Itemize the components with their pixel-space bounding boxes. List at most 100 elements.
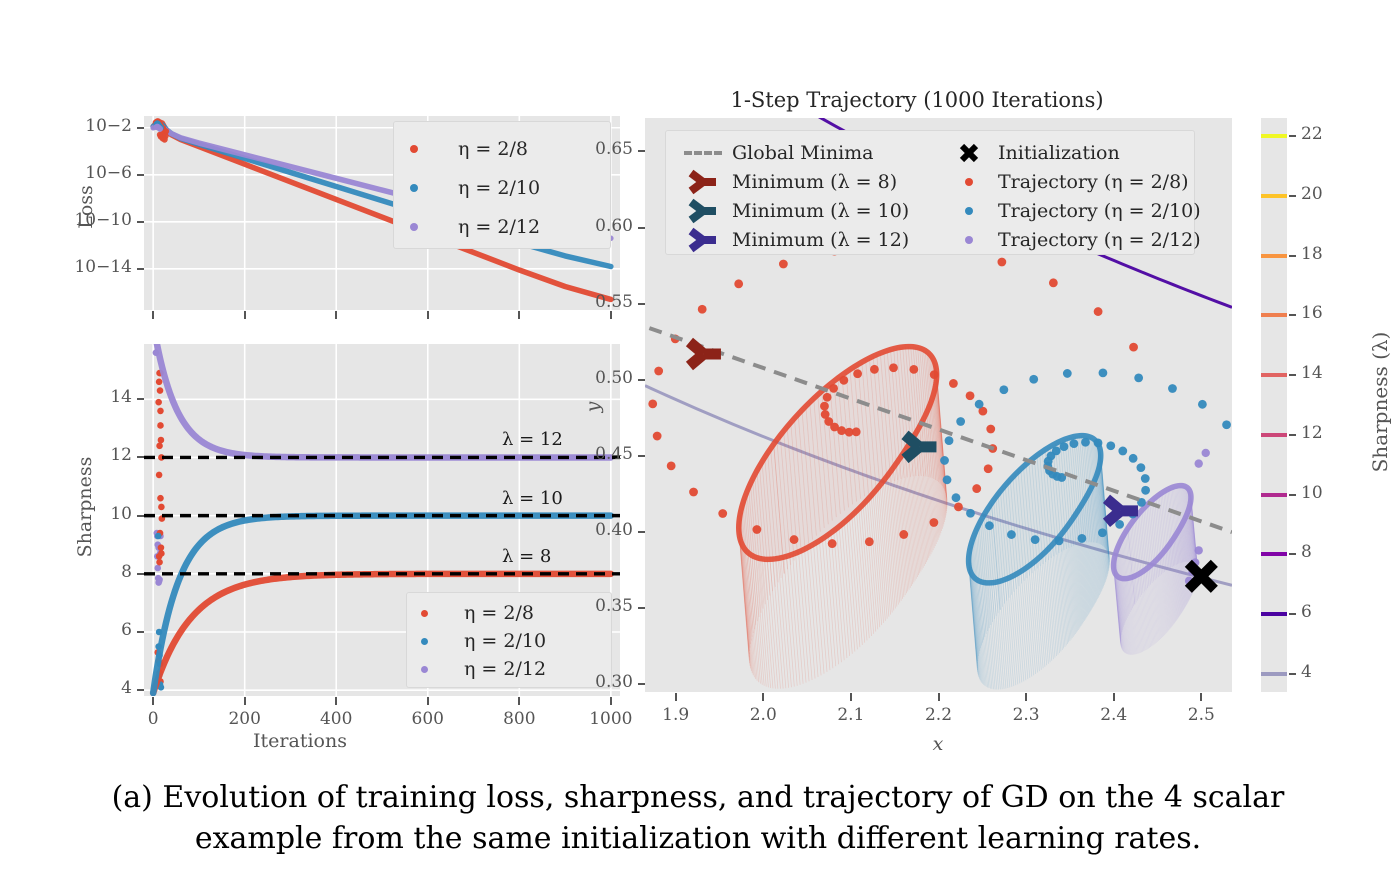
sharpness-y-tick-label: 12 bbox=[110, 445, 132, 466]
trajectory-x-tick-label: 2.4 bbox=[1100, 705, 1128, 725]
dot-icon bbox=[965, 177, 973, 186]
colorbar-tick-mark bbox=[1289, 134, 1296, 137]
colorbar-tick-mark bbox=[1289, 553, 1296, 556]
colorbar-level-line bbox=[1261, 492, 1287, 497]
trajectory-plot-title: 1-Step Trajectory (1000 Iterations) bbox=[730, 88, 1104, 112]
trajectory-legend-item: Trajectory (η = 2/10) bbox=[946, 197, 1201, 224]
trajectory-y-tick-mark bbox=[638, 150, 645, 153]
loss-x-tick-mark bbox=[426, 311, 429, 319]
loss-x-tick-mark bbox=[609, 311, 612, 319]
sharpness-legend-marker bbox=[421, 609, 428, 617]
sharpness-x-tick-label: 400 bbox=[319, 709, 353, 729]
sharpness-x-tick-mark bbox=[609, 697, 612, 705]
loss-plot-legend: η = 2/8 η = 2/10 η = 2/12 bbox=[393, 121, 611, 249]
trajectory-x-tick-label: 2.0 bbox=[749, 705, 777, 725]
trajectory-legend-item: Initialization bbox=[946, 139, 1120, 166]
sharpness-y-tick-label: 6 bbox=[121, 620, 132, 640]
dot-icon bbox=[965, 206, 973, 215]
trajectory-plot-legend: Global Minima Minimum (λ = 8) Minimum (λ =… bbox=[665, 130, 1201, 255]
trajectory-legend-marker bbox=[946, 206, 992, 215]
sharpness-y-tick-mark bbox=[137, 456, 144, 459]
loss-legend-marker bbox=[410, 223, 418, 231]
sharpness-x-tick-label: 1000 bbox=[589, 709, 633, 729]
trajectory-legend-label: Trajectory (η = 2/10) bbox=[998, 199, 1201, 222]
sharpness-y-tick-mark bbox=[137, 631, 144, 633]
dashed-line-icon bbox=[684, 150, 722, 155]
trajectory-y-tick-label: 0.65 bbox=[595, 139, 633, 160]
trajectory-y-tick-label: 0.55 bbox=[595, 291, 633, 312]
sharpness-legend-item: η = 2/8 bbox=[421, 600, 534, 626]
sharpness-legend-label: η = 2/10 bbox=[464, 630, 547, 652]
loss-y-axis-title: Loss bbox=[75, 185, 97, 229]
tri-left-icon bbox=[688, 198, 716, 223]
colorbar-tick-label: 8 bbox=[1301, 542, 1312, 563]
loss-legend-marker bbox=[410, 145, 418, 153]
colorbar-level-line bbox=[1261, 373, 1287, 378]
sharpness-x-axis-title: Iterations bbox=[253, 730, 347, 752]
colorbar-tick-label: 20 bbox=[1301, 183, 1323, 204]
colorbar-tick-mark bbox=[1289, 254, 1296, 257]
trajectory-legend-label: Minimum (λ = 10) bbox=[732, 199, 910, 222]
trajectory-x-tick-mark bbox=[762, 693, 765, 701]
lambda-line-label: λ = 10 bbox=[502, 487, 563, 509]
colorbar-tick-mark bbox=[1289, 493, 1296, 496]
trajectory-y-tick-label: 0.60 bbox=[595, 215, 633, 236]
sharpness-x-tick-mark bbox=[518, 697, 521, 705]
figure-caption-line2: example from the same initialization wit… bbox=[194, 821, 1202, 856]
trajectory-x-tick-mark bbox=[1200, 693, 1203, 701]
sharpness-legend-item: η = 2/12 bbox=[421, 656, 546, 682]
trajectory-y-tick-mark bbox=[638, 302, 645, 305]
loss-y-tick-mark bbox=[137, 126, 144, 129]
loss-legend-label: η = 2/12 bbox=[458, 216, 541, 238]
colorbar-tick-label: 4 bbox=[1301, 662, 1312, 683]
loss-legend-marker bbox=[410, 184, 418, 192]
loss-legend-item: η = 2/8 bbox=[410, 132, 528, 166]
sharpness-x-tick-mark bbox=[243, 697, 246, 705]
loss-y-tick-mark bbox=[137, 220, 144, 223]
trajectory-y-tick-mark bbox=[638, 455, 645, 457]
colorbar-level-line bbox=[1261, 672, 1287, 677]
trajectory-y-tick-label: 0.40 bbox=[595, 520, 633, 541]
sharpness-y-tick-label: 10 bbox=[110, 503, 132, 524]
trajectory-x-tick-mark bbox=[849, 693, 852, 701]
loss-y-tick-label: 10−2 bbox=[85, 115, 132, 136]
sharpness-y-tick-mark bbox=[137, 689, 144, 692]
sharpness-plot-canvas bbox=[144, 344, 620, 696]
trajectory-legend-label: Initialization bbox=[998, 141, 1120, 164]
sharpness-y-tick-mark bbox=[137, 514, 144, 517]
trajectory-legend-item: Trajectory (η = 2/12) bbox=[946, 226, 1201, 253]
colorbar-tick-label: 18 bbox=[1301, 243, 1323, 264]
colorbar-level-line bbox=[1261, 313, 1287, 318]
sharpness-x-tick-label: 200 bbox=[228, 709, 261, 729]
loss-legend-item: η = 2/10 bbox=[410, 171, 540, 205]
trajectory-y-tick-mark bbox=[638, 378, 645, 381]
trajectory-y-tick-label: 0.35 bbox=[595, 596, 633, 617]
trajectory-legend-item: Trajectory (η = 2/8) bbox=[946, 168, 1189, 195]
sharpness-y-tick-label: 8 bbox=[121, 561, 132, 582]
loss-x-tick-mark bbox=[243, 311, 246, 319]
trajectory-x-tick-mark bbox=[1112, 693, 1115, 701]
sharpness-x-tick-mark bbox=[426, 697, 429, 705]
loss-y-tick-mark bbox=[137, 173, 144, 176]
trajectory-legend-marker bbox=[680, 198, 726, 223]
trajectory-legend-marker bbox=[680, 227, 726, 252]
trajectory-x-tick-label: 2.5 bbox=[1187, 705, 1215, 725]
trajectory-y-tick-mark bbox=[638, 683, 645, 686]
sharpness-y-tick-label: 14 bbox=[110, 387, 132, 408]
trajectory-legend-marker bbox=[680, 150, 726, 155]
colorbar-tick-mark bbox=[1289, 314, 1296, 317]
colorbar-tick-label: 12 bbox=[1301, 422, 1323, 443]
trajectory-legend-marker bbox=[946, 142, 992, 164]
sharpness-legend-item: η = 2/10 bbox=[421, 628, 546, 654]
sharpness-y-tick-mark bbox=[137, 398, 144, 401]
trajectory-y-tick-mark bbox=[638, 226, 645, 229]
lambda-line-label: λ = 12 bbox=[502, 429, 563, 451]
x-cross-icon bbox=[959, 143, 979, 162]
colorbar-level-line bbox=[1261, 193, 1287, 198]
trajectory-legend-label: Minimum (λ = 12) bbox=[732, 228, 910, 251]
loss-x-tick-mark bbox=[335, 311, 338, 319]
colorbar-level-line bbox=[1261, 552, 1287, 557]
colorbar-tick-mark bbox=[1289, 433, 1296, 436]
colorbar-tick-label: 10 bbox=[1301, 482, 1323, 503]
loss-legend-label: η = 2/8 bbox=[458, 138, 528, 160]
